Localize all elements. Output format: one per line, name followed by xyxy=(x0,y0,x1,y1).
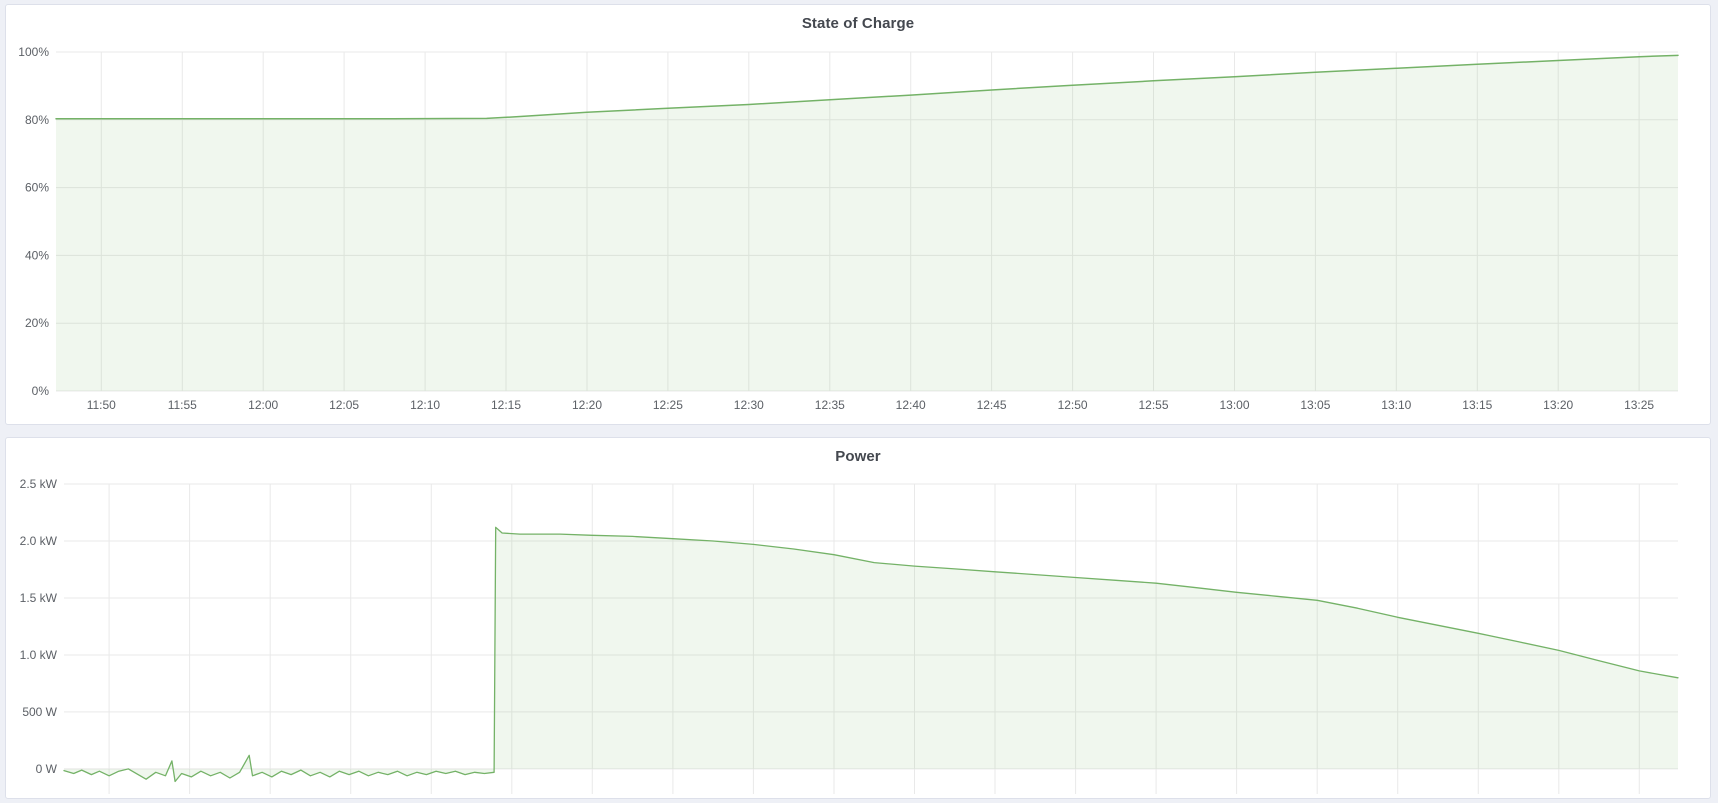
x-axis-label: 13:15 xyxy=(1462,398,1492,412)
x-axis-label: 13:00 xyxy=(1219,398,1249,412)
power-panel: Power 2.5 kW 2.0 kW 1.5 kW 1.0 kW 500 W 0 W xyxy=(5,437,1711,799)
series-fill xyxy=(56,55,1678,392)
x-axis-label: 12:15 xyxy=(491,398,521,412)
series-line xyxy=(63,526,1679,783)
x-axis-label: 12:20 xyxy=(572,398,602,412)
y-axis-label: 0% xyxy=(32,384,50,398)
soc-panel-title: State of Charge xyxy=(801,15,915,32)
y-axis-label: 80% xyxy=(25,113,49,127)
y-axis-label: 1.0 kW xyxy=(20,648,58,662)
x-axis-label: 12:00 xyxy=(248,398,278,412)
x-axis-label: 12:10 xyxy=(410,398,440,412)
x-axis-label: 12:45 xyxy=(977,398,1007,412)
y-axis-label: 500 W xyxy=(22,705,57,719)
y-axis-label: 1.5 kW xyxy=(20,591,58,605)
x-axis-label: 12:05 xyxy=(329,398,359,412)
x-axis-label: 12:25 xyxy=(653,398,683,412)
power-panel-title: Power xyxy=(835,448,881,465)
y-axis-label: 2.0 kW xyxy=(20,534,58,548)
x-axis-label: 12:30 xyxy=(734,398,764,412)
y-axis-label: 60% xyxy=(25,181,49,195)
y-axis-label: 20% xyxy=(25,316,49,330)
x-axis-label: 12:50 xyxy=(1058,398,1088,412)
series-fill xyxy=(64,527,1678,782)
x-axis-label: 13:05 xyxy=(1300,398,1330,412)
x-axis-label: 12:40 xyxy=(896,398,926,412)
x-axis-label: 13:20 xyxy=(1543,398,1573,412)
y-axis-label: 0 W xyxy=(36,762,58,776)
x-axis-label: 13:25 xyxy=(1624,398,1654,412)
x-axis-label: 12:55 xyxy=(1138,398,1168,412)
soc-chart[interactable]: 100% 80% 60% 40% 20% 0% 11:50 11:55 12:00 12:05 12… xyxy=(6,5,1711,425)
y-axis-label: 40% xyxy=(25,248,49,262)
y-axis-label: 100% xyxy=(18,45,49,59)
series-line xyxy=(55,54,1679,120)
y-axis-label: 2.5 kW xyxy=(20,477,58,491)
x-axis-label: 11:55 xyxy=(168,398,197,412)
x-axis-label: 11:50 xyxy=(87,398,116,412)
power-chart[interactable]: 2.5 kW 2.0 kW 1.5 kW 1.0 kW 500 W 0 W xyxy=(6,438,1711,799)
soc-panel: State of Charge 100% 80% 60% 40% 20% 0% 11:50 1… xyxy=(5,4,1711,425)
x-axis-label: 13:10 xyxy=(1381,398,1411,412)
x-axis-label: 12:35 xyxy=(815,398,845,412)
